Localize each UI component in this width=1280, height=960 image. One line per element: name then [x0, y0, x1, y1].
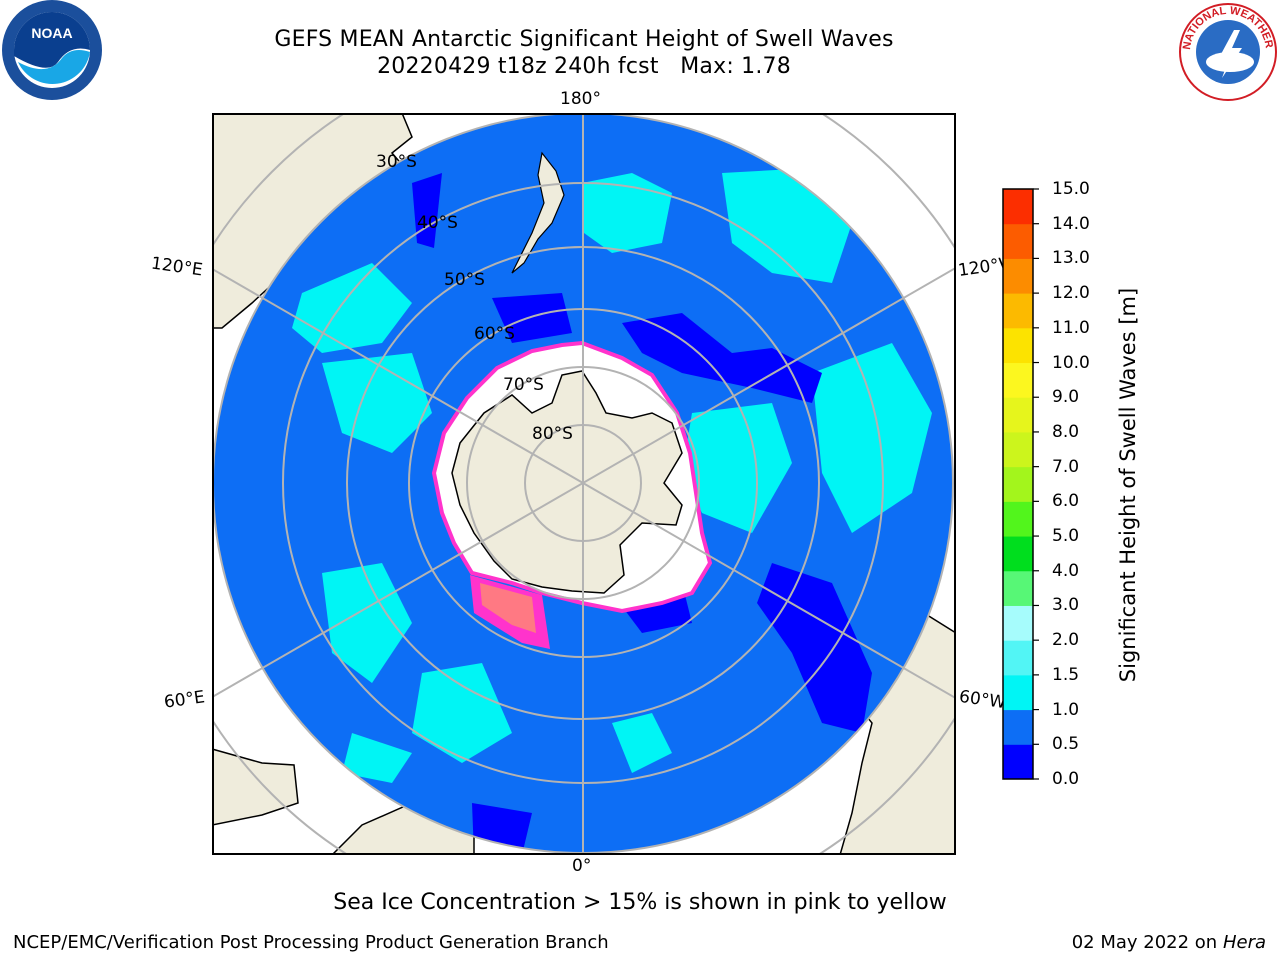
colorbar-band: [1003, 362, 1033, 398]
svg-text:NOAA: NOAA: [31, 25, 72, 41]
colorbar-band: [1003, 570, 1033, 606]
chart-title: GEFS MEAN Antarctic Significant Height o…: [274, 27, 894, 52]
colorbar-band: [1003, 327, 1033, 364]
footer-date-text: 02 May 2022 on: [1071, 932, 1218, 953]
colorbar-band: [1003, 674, 1033, 711]
colorbar-tick-label: 15.0: [1052, 179, 1090, 199]
noaa-logo: NOAA: [2, 0, 102, 100]
lon-label-60e: 60°E: [162, 687, 207, 713]
colorbar-label: Significant Height of Swell Waves [m]: [1116, 287, 1140, 683]
lat-label-60s: 60°S: [474, 324, 515, 344]
colorbar-band: [1003, 431, 1033, 468]
graticule: [214, 115, 954, 853]
colorbar-tick-label: 0.0: [1052, 769, 1080, 789]
lat-label-80s: 80°S: [532, 424, 573, 444]
colorbar-band: [1003, 501, 1033, 537]
colorbar-band: [1003, 466, 1033, 502]
colorbar-band: [1003, 605, 1033, 641]
footer-date: 02 May 2022 on Hera: [1072, 932, 1266, 953]
colorbar-tick-label: 14.0: [1052, 213, 1090, 234]
lat-label-30s: 30°S: [376, 152, 417, 172]
colorbar-tick-label: 10.0: [1052, 352, 1090, 373]
colorbar-tick-label: 5.0: [1052, 526, 1080, 547]
sea-ice-caption: Sea Ice Concentration > 15% is shown in …: [333, 890, 947, 915]
colorbar-tick-label: 1.5: [1052, 664, 1080, 685]
lat-label-40s: 40°S: [417, 213, 458, 233]
colorbar-band: [1003, 536, 1033, 572]
colorbar-tick-label: 8.0: [1052, 421, 1080, 442]
colorbar-tick-label: 12.0: [1052, 283, 1090, 304]
colorbar-tick-label: 13.0: [1052, 248, 1090, 269]
nws-logo: NATIONAL WEATHER SERVICE: [1176, 0, 1277, 101]
lat-label-50s: 50°S: [444, 270, 485, 290]
colorbar-tick-label: 11.0: [1052, 317, 1090, 338]
colorbar-tick-label: 6.0: [1052, 491, 1080, 512]
colorbar-tick-label: 2.0: [1052, 630, 1080, 651]
colorbar-tick-label: 1.0: [1052, 699, 1080, 720]
lat-label-70s: 70°S: [503, 375, 544, 395]
colorbar-tick-label: 3.0: [1052, 595, 1080, 616]
colorbar-band: [1003, 744, 1033, 780]
swell-cyan-patches: [292, 168, 932, 783]
footer-branch: NCEP/EMC/Verification Post Processing Pr…: [13, 932, 609, 953]
colorbar-tick-label: 0.5: [1052, 734, 1080, 755]
colorbar-band: [1003, 640, 1033, 676]
colorbar: [1002, 188, 1039, 780]
colorbar-band: [1003, 709, 1033, 745]
map-panel: [212, 113, 956, 855]
colorbar-tick-label: 7.0: [1052, 456, 1080, 477]
colorbar-band: [1003, 258, 1033, 294]
footer-host: Hera: [1222, 932, 1266, 953]
colorbar-band: [1003, 189, 1033, 225]
colorbar-band: [1003, 293, 1033, 329]
lon-label-0: 0°: [572, 856, 592, 876]
colorbar-band: [1003, 397, 1033, 433]
lon-label-180: 180°: [560, 89, 601, 109]
chart-subtitle: 20220429 t18z 240h fcst Max: 1.78: [377, 54, 791, 79]
colorbar-tick-label: 4.0: [1052, 560, 1080, 581]
colorbar-band: [1003, 223, 1033, 259]
colorbar-tick-label: 9.0: [1052, 387, 1080, 408]
swell-dark-patches: [412, 173, 872, 853]
lon-label-120e: 120°E: [149, 253, 204, 281]
